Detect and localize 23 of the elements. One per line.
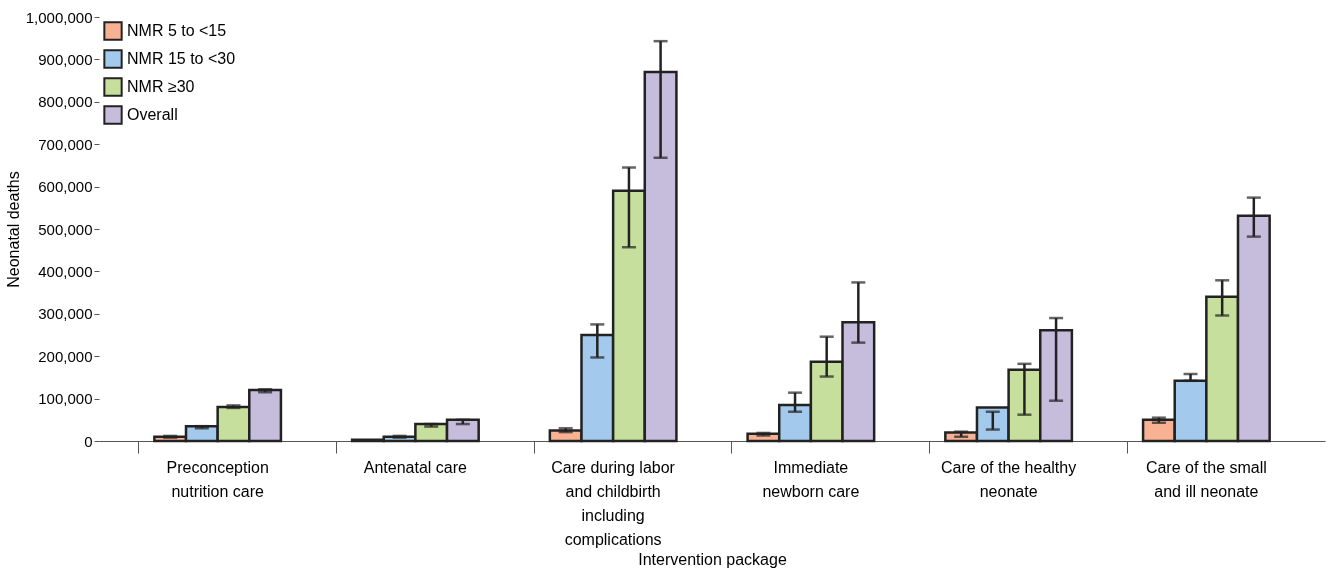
y-tick-label: 500,000 [38,220,93,238]
x-tick-label: Preconception nutrition care [166,458,269,500]
y-tick-label: 900,000 [38,50,93,68]
y-tick-label: 700,000 [38,135,93,153]
y-tick-label: 100,000 [38,390,93,408]
legend-label: NMR 15 to <30 [127,50,236,67]
y-tick-label: 600,000 [38,178,93,196]
y-tick-label: 800,000 [38,93,93,111]
x-tick-label: Care of the healthy neonate [941,458,1077,500]
x-tick-label: Care during labor and childbirth including complications [551,458,676,548]
x-tick-label: Antenatal care [363,458,468,476]
x-tick-label: Care of the small and ill neonate [1145,458,1267,500]
y-tick-label: 1,000,000 [25,8,93,26]
y-tick-label: 400,000 [38,262,93,280]
legend-label: NMR ≥30 [127,78,195,95]
y-axis-title: Neonatal deaths [4,171,22,288]
x-axis-title: Intervention package [638,550,787,568]
legend-label: NMR 5 to <15 [127,22,227,39]
x-tick-label: Immediate newborn care [762,458,860,500]
y-tick-label: 200,000 [38,347,93,365]
y-tick-label: 300,000 [38,305,93,323]
legend-label: Overall [127,106,178,123]
y-tick-label: 0 [84,432,93,450]
